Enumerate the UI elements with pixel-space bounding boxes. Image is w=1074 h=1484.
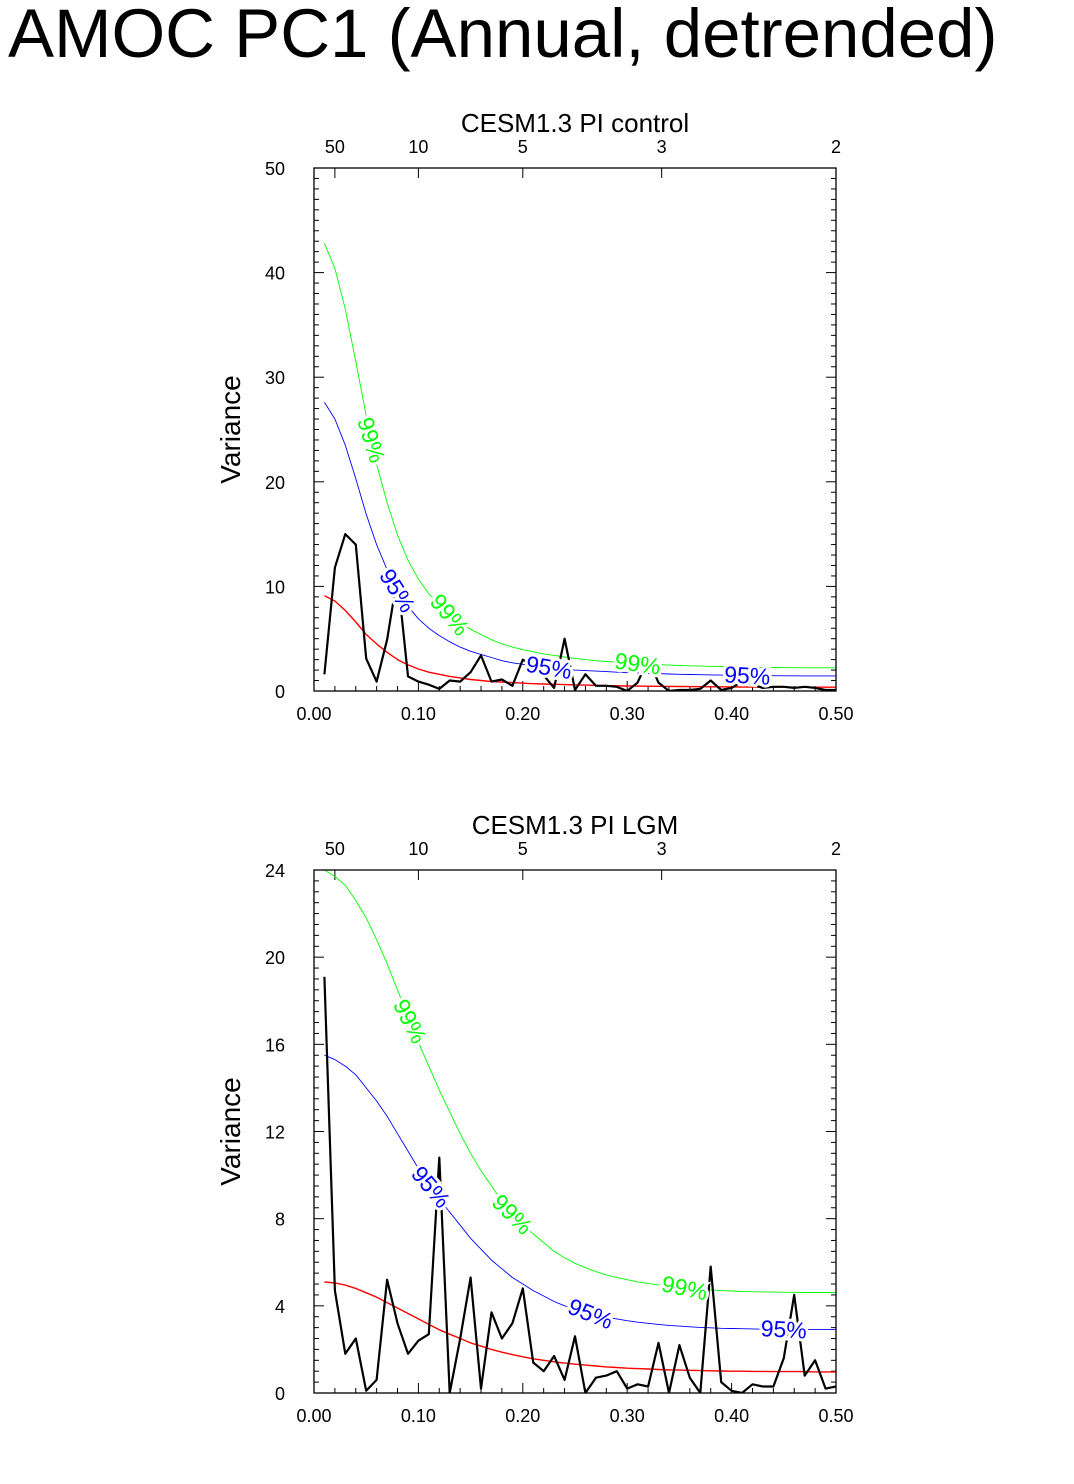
x-axis-label-superscript: -1 [695,1441,710,1442]
y-tick-label: 12 [265,1123,285,1143]
plot-frame [313,167,837,692]
y-tick-label: 20 [265,473,285,493]
x-tick-label: 0.30 [610,1406,645,1426]
x-tick-label: 0.30 [610,704,645,724]
confidence-line-label: 99% [487,1189,538,1240]
x-tick-label: 0.10 [401,704,436,724]
period-tick-label: 3 [657,839,667,859]
x-axis-label: Frequency (cycles mo-1) [431,1441,719,1442]
period-tick-label: 50 [325,839,345,859]
series-line-spectrum [323,976,836,1393]
confidence-line-label: 95% [724,661,771,689]
x-tick-label: 0.50 [818,1406,853,1426]
y-tick-label: 40 [265,264,285,284]
period-tick-label: 5 [518,137,528,157]
plot-frame [313,869,837,1394]
period-tick-label: 10 [408,137,428,157]
y-tick-label: 50 [265,159,285,179]
y-axis-label: Variance [215,1077,246,1185]
x-tick-label: 0.00 [296,704,331,724]
chart-title: CESM1.3 PI LGM [472,810,679,840]
series-group [323,870,836,1393]
confidence-line-label: 95% [406,1161,456,1213]
period-tick-label: 5 [518,839,528,859]
period-tick-label: 2 [831,137,841,157]
spectrum-chart-lgm: CESM1.3 PI LGM Variance Frequency (cycles … [215,810,854,1474]
period-tick-label: 10 [408,839,428,859]
confidence-line-label: 99% [425,589,475,641]
y-tick-label: 30 [265,368,285,388]
y-axis-label: Variance [215,375,246,483]
period-tick-label: 2 [831,839,841,859]
confidence-line-label: 99% [659,1270,709,1305]
y-tick-label: 0 [275,682,285,702]
series-line-red-noise [324,595,836,688]
confidence-line-label: 95% [760,1315,807,1343]
x-tick-label: 0.20 [505,1406,540,1426]
confidence-line-label: 99% [352,414,390,466]
confidence-line-label: 95% [524,651,574,685]
series-group [323,243,836,691]
y-tick-label: 4 [275,1297,285,1317]
series-line-99-confidence [324,870,836,1293]
x-tick-label: 0.50 [818,704,853,724]
y-tick-label: 8 [275,1210,285,1230]
x-tick-label: 0.40 [714,1406,749,1426]
y-tick-label: 24 [265,861,285,881]
chart-panel-lgm: CESM1.3 PI LGM Variance Frequency (cycles … [0,702,1074,1474]
page-title: AMOC PC1 (Annual, detrended) [8,0,998,72]
x-tick-label: 0.00 [296,1406,331,1426]
spectrum-chart-control: CESM1.3 PI controlVarianceFrequency (cyc… [215,108,854,772]
series-line-99-confidence [323,243,836,669]
series-line-spectrum [323,533,836,691]
confidence-line-label: 99% [388,995,432,1048]
chart-panel-control: CESM1.3 PI controlVarianceFrequency (cyc… [0,0,1074,772]
confidence-line-label: 99% [613,648,662,680]
chart-title: CESM1.3 PI control [461,108,689,138]
y-tick-label: 20 [265,948,285,968]
confidence-line-label: 95% [374,564,420,617]
series-line-95-confidence [324,1054,836,1330]
y-tick-label: 10 [265,577,285,597]
series-line-95-confidence [324,402,836,677]
period-tick-label: 50 [325,137,345,157]
x-tick-label: 0.40 [714,704,749,724]
confidence-line-label: 95% [564,1293,616,1334]
y-tick-label: 0 [275,1384,285,1404]
x-tick-label: 0.20 [505,704,540,724]
y-tick-label: 16 [265,1035,285,1055]
x-tick-label: 0.10 [401,1406,436,1426]
period-tick-label: 3 [657,137,667,157]
